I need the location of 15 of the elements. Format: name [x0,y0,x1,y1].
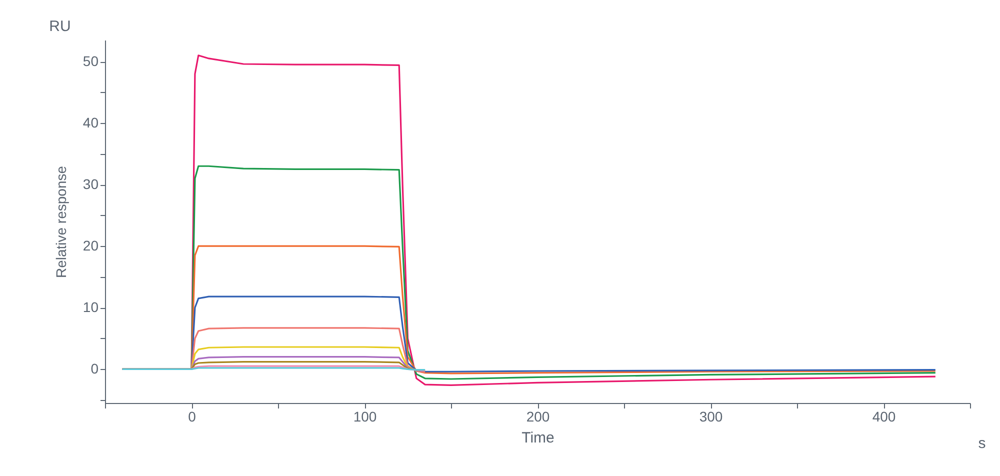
y-tick-label: 10 [82,299,99,316]
text: RU [49,18,71,35]
x-tick-label: 200 [526,408,550,424]
x-tick-label: 300 [699,408,723,424]
y-tick-label: 50 [82,53,99,70]
x-axis-title: Time [522,430,554,446]
y-tick-label: 30 [82,176,99,192]
y-tick-label: 0 [90,360,99,377]
y-axis-title: Relative response [52,166,69,278]
text: s [978,435,986,452]
x-tick-label: 400 [872,408,896,424]
y-tick-label: 20 [82,238,99,254]
x-tick-label: 0 [188,408,196,424]
x-tick-label: 100 [353,408,377,424]
y-tick-label: 40 [82,114,99,131]
